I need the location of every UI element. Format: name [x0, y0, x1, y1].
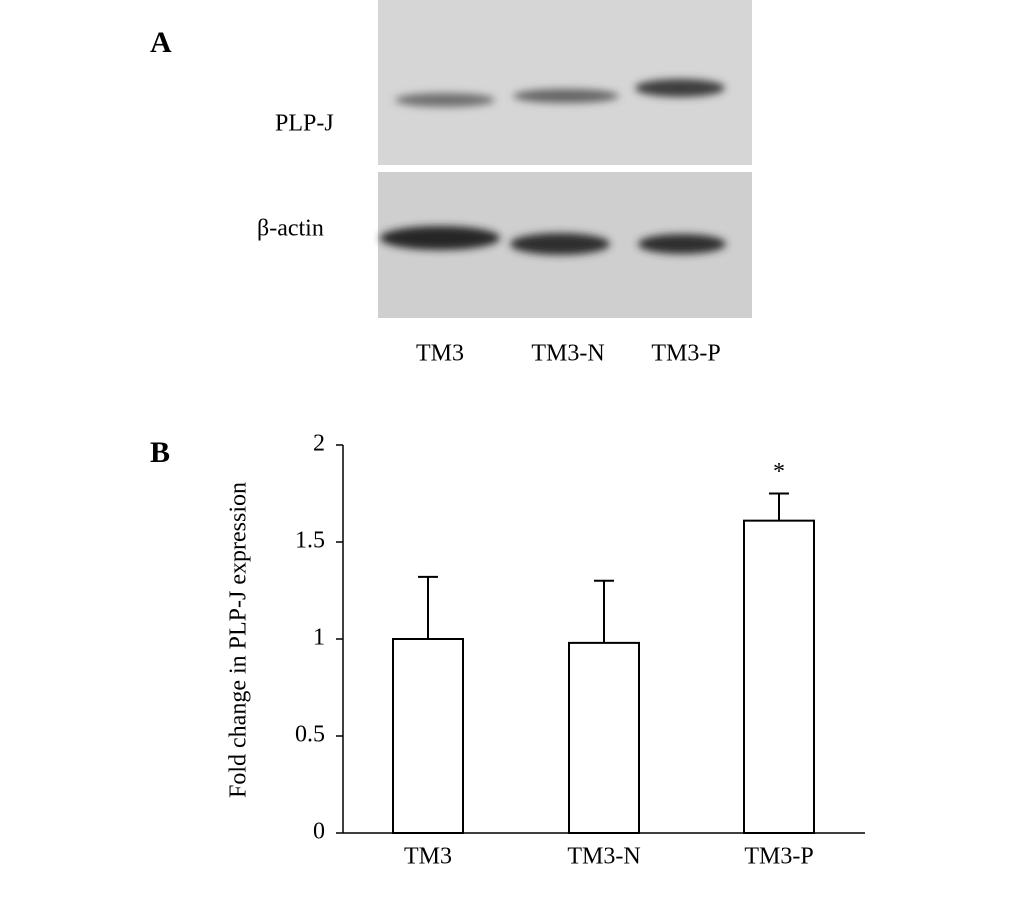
bar [568, 641, 640, 834]
x-tick-label: TM3 [404, 844, 452, 870]
lane-label: TM3-N [531, 341, 604, 367]
y-tick-label: 1.5 [295, 528, 325, 554]
x-tick-label: TM3-P [744, 844, 813, 870]
blot-row-label: β-actin [257, 216, 324, 242]
bar [392, 638, 464, 834]
y-tick-label: 0 [313, 819, 325, 845]
bar [743, 519, 815, 834]
y-tick-label: 0.5 [295, 722, 325, 748]
blot-row-label: PLP-J [275, 111, 334, 137]
y-axis-label: Fold change in PLP-J expression [226, 482, 252, 798]
panel-label: B [150, 436, 170, 469]
blot-bands [380, 79, 726, 255]
x-tick-label: TM3-N [567, 844, 640, 870]
y-tick-label: 1 [313, 625, 325, 651]
significance-marker: * [773, 459, 785, 485]
lane-label: TM3 [416, 341, 464, 367]
panel-label: A [150, 26, 172, 59]
lane-label: TM3-P [651, 341, 720, 367]
y-tick-label: 2 [313, 431, 325, 457]
